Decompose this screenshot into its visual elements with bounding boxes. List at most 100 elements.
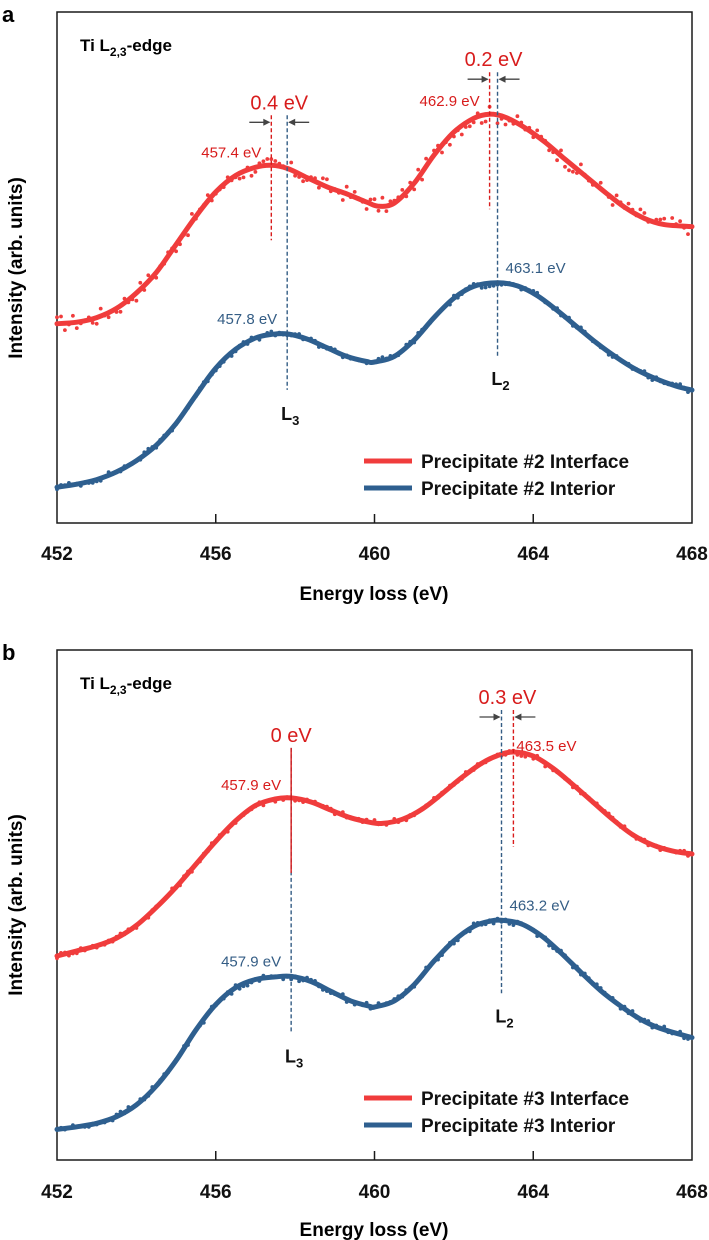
x-tick-label: 464 (517, 1182, 549, 1203)
series-group (54, 748, 695, 1132)
data-point (503, 122, 508, 127)
data-point (495, 121, 500, 126)
data-point (118, 309, 123, 314)
data-point (380, 195, 385, 200)
data-point (658, 217, 663, 222)
data-point (249, 173, 254, 178)
L2-label: L2 (495, 1006, 513, 1030)
plot-frame (56, 649, 693, 1161)
peak-label-interior-L2: 463.2 eV (510, 897, 570, 914)
series-group (54, 104, 695, 492)
shift-label-L3: 0.4 eV (250, 92, 308, 114)
annotations: 0 eV 0.3 eV 457.9 eV 457.9 eV 463.5 eV 463.2 … (221, 687, 576, 1070)
data-point (626, 201, 631, 206)
panel-label-b: b (2, 640, 15, 665)
data-point (55, 315, 59, 320)
data-point (440, 150, 444, 155)
L2-label: L2 (491, 369, 509, 393)
data-point (325, 177, 329, 182)
legend-label-interior: Precipitate #3 Interior (421, 1116, 616, 1137)
peak-label-interface-L2: 462.9 eV (420, 93, 480, 110)
peak-label-interface-L3: 457.9 eV (221, 777, 281, 794)
data-point (98, 306, 103, 311)
series-line-interior (54, 917, 695, 1132)
panel-b: b 452 456 460 464 468 Ti L2,3-edge Energy lo… (2, 640, 708, 1240)
legend: Precipitate #2 Interface Precipitate #2 I… (364, 452, 629, 500)
shift-label-L3: 0 eV (271, 725, 313, 747)
data-point (253, 170, 258, 174)
chart-title: Ti L2,3-edge (80, 674, 172, 697)
data-point (670, 216, 675, 220)
data-point (372, 197, 377, 202)
data-point (368, 197, 373, 202)
x-tick-label: 456 (200, 1182, 232, 1203)
x-tick-label: 460 (359, 544, 391, 565)
data-point (467, 124, 472, 129)
peak-label-interface-L2: 463.5 eV (516, 738, 576, 755)
x-tick-label: 452 (41, 544, 73, 565)
data-point (340, 198, 345, 202)
data-point (190, 212, 194, 216)
data-point (134, 298, 139, 303)
data-point (459, 132, 464, 137)
y-axis-label: Intensity (arb. units) (6, 177, 27, 359)
data-point (71, 313, 75, 318)
shift-arrow-L3-left-head (263, 118, 271, 126)
data-point (90, 321, 95, 325)
L3-label: L3 (281, 404, 299, 428)
data-point (344, 184, 349, 189)
data-point (479, 121, 484, 125)
data-point (638, 207, 643, 212)
x-tick-label: 452 (41, 1182, 73, 1203)
legend: Precipitate #3 Interface Precipitate #3 I… (364, 1089, 629, 1137)
data-point (384, 209, 389, 214)
data-point (610, 203, 615, 207)
data-point (106, 315, 111, 320)
peak-label-interior-L3: 457.9 eV (221, 953, 281, 970)
data-point (515, 114, 520, 119)
x-tick-label: 468 (676, 544, 708, 565)
data-point (571, 169, 575, 174)
data-point (273, 159, 278, 163)
data-point (483, 285, 488, 290)
x-tick-label: 464 (517, 544, 549, 565)
data-point (483, 119, 488, 124)
L3-label: L3 (285, 1046, 303, 1070)
data-point (317, 185, 321, 190)
panel-a: a 452 456 460 464 468 Ti L2,3-edge Energy lo… (2, 2, 708, 605)
data-point (535, 128, 540, 133)
data-point (642, 211, 647, 215)
x-axis-label: Energy loss (eV) (300, 1220, 449, 1240)
data-point (352, 190, 357, 194)
data-point (579, 162, 583, 167)
data-point (416, 167, 421, 172)
data-point (424, 156, 428, 161)
data-point (686, 232, 690, 237)
data-point (265, 157, 270, 161)
data-point (555, 158, 559, 163)
data-point (448, 142, 452, 147)
data-point (241, 175, 246, 180)
data-point (186, 233, 190, 238)
legend-label-interface: Precipitate #3 Interface (421, 1089, 629, 1110)
data-point (138, 280, 143, 285)
data-point (598, 180, 603, 185)
shift-arrow-L2-right-head (498, 75, 506, 83)
data-point (59, 314, 63, 319)
legend-label-interface: Precipitate #2 Interface (421, 452, 629, 473)
data-point (63, 328, 67, 332)
data-point (376, 208, 381, 213)
data-point (563, 164, 567, 169)
legend-label-interior: Precipitate #2 Interior (421, 479, 616, 500)
data-point (420, 177, 424, 182)
data-point (174, 249, 179, 254)
annotations: 0.4 eV 0.2 eV 457.4 eV 457.8 eV 462.9 eV 463.… (201, 49, 565, 428)
data-point (567, 168, 571, 173)
x-axis-label: Energy loss (eV) (300, 584, 449, 605)
peak-label-interior-L3: 457.8 eV (217, 311, 277, 328)
data-point (364, 207, 369, 211)
data-point (74, 326, 79, 330)
chart-title: Ti L2,3-edge (80, 36, 172, 59)
data-point (289, 160, 294, 165)
